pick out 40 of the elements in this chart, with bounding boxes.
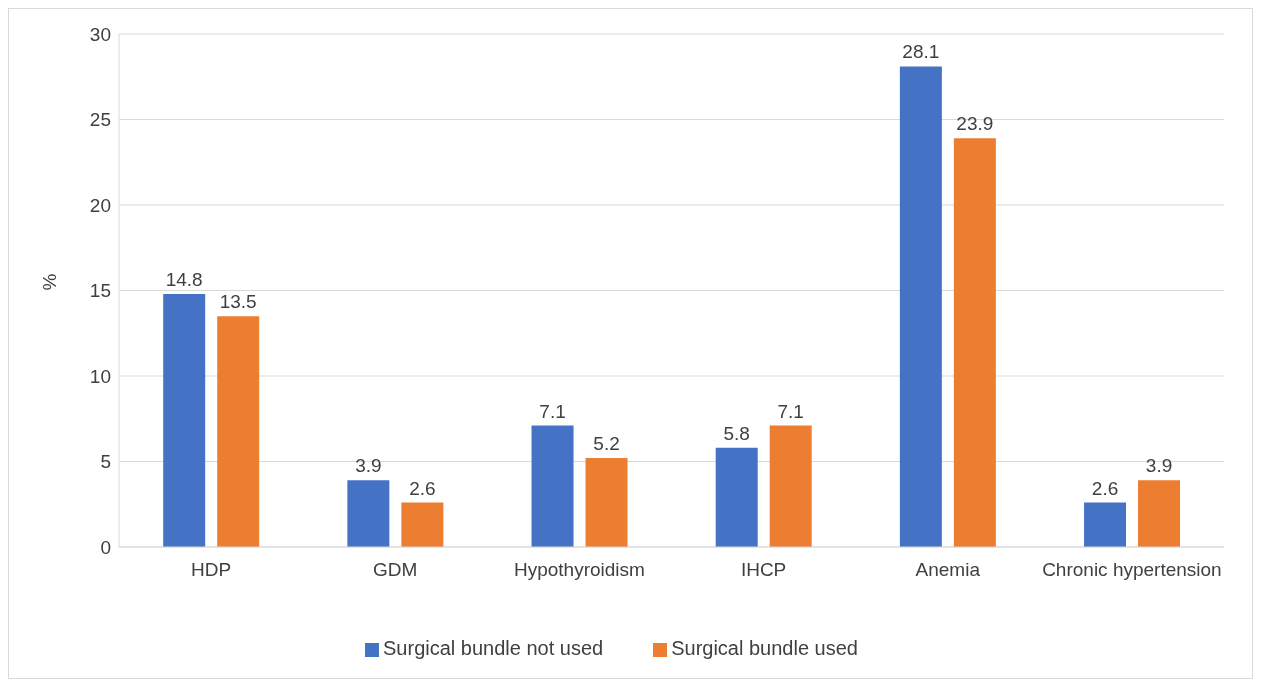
data-label: 13.5 [219, 291, 257, 313]
x-tick-label: Anemia [915, 559, 981, 581]
bar [715, 447, 758, 547]
bar [769, 425, 812, 547]
bar [585, 458, 628, 547]
y-axis-title: % [38, 273, 60, 291]
data-label: 2.6 [409, 477, 436, 499]
bar [899, 66, 942, 547]
legend-label: Surgical bundle not used [383, 637, 604, 659]
legend-label: Surgical bundle used [671, 637, 858, 659]
bar [217, 316, 260, 547]
data-label: 23.9 [956, 113, 994, 135]
data-label: 7.1 [777, 400, 804, 422]
y-tick-label: 0 [100, 536, 111, 558]
x-tick-label: IHCP [740, 559, 787, 581]
x-tick-label: HDP [191, 559, 232, 581]
bar [347, 480, 390, 547]
y-tick-label: 20 [89, 194, 111, 216]
x-tick-label: Hypothyroidism [513, 559, 645, 581]
y-tick-label: 15 [89, 280, 111, 302]
bar [401, 502, 444, 547]
y-tick-label: 5 [100, 451, 111, 473]
x-tick-label: GDM [373, 559, 418, 581]
y-tick-label: 25 [89, 109, 111, 131]
bar [953, 138, 996, 547]
bar [1084, 502, 1127, 547]
bar [531, 425, 574, 547]
bar [1138, 480, 1181, 547]
data-label: 2.6 [1091, 477, 1119, 499]
data-label: 3.9 [1145, 455, 1173, 477]
data-label: 3.9 [355, 455, 382, 477]
data-label: 5.2 [593, 433, 620, 455]
data-label: 5.8 [723, 422, 750, 444]
y-tick-label: 30 [89, 23, 111, 45]
y-tick-label: 10 [89, 365, 111, 387]
data-label: 14.8 [165, 268, 203, 290]
data-label: 7.1 [539, 400, 566, 422]
bar [163, 293, 206, 547]
x-tick-label: Chronic hypertension [1042, 559, 1222, 581]
data-label: 28.1 [902, 41, 940, 63]
